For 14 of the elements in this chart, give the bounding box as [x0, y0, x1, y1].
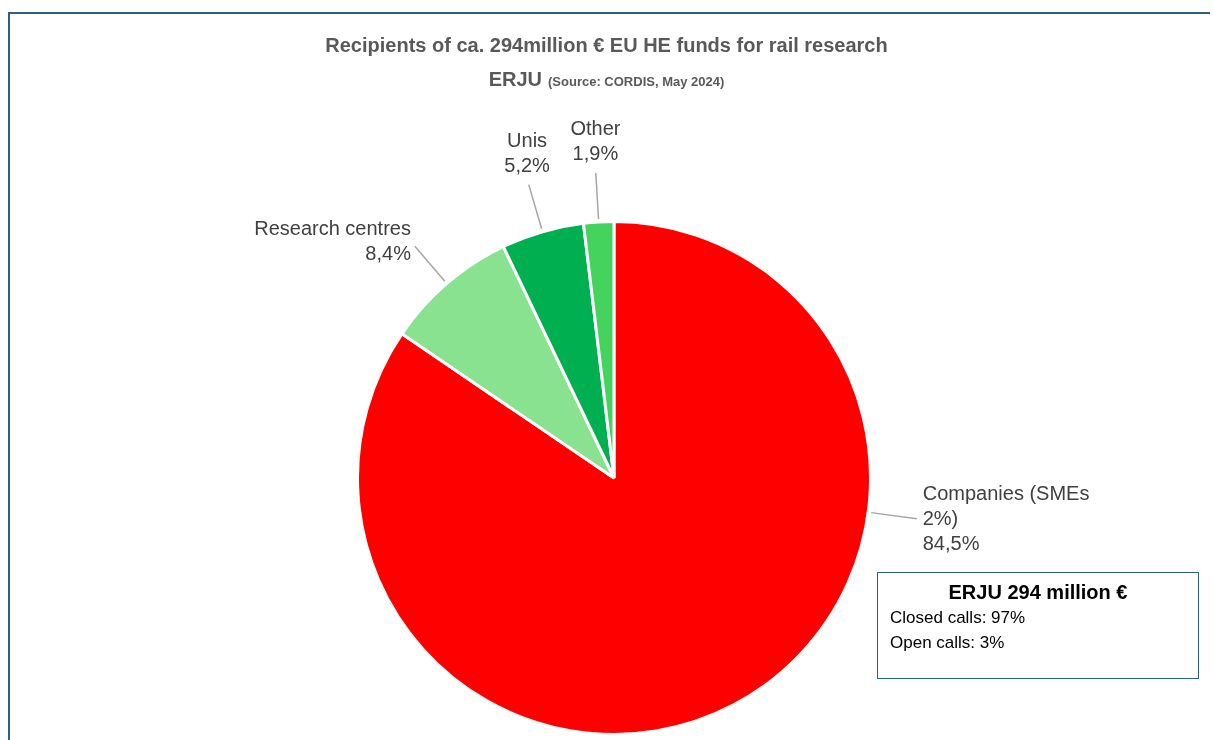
chart-subtitle: ERJU	[488, 68, 543, 90]
slice-label: Research centres	[254, 216, 411, 239]
text: Open calls: 3%	[890, 633, 1006, 653]
data-label: 1,9%	[572, 142, 619, 165]
data-label: 8,4%	[365, 241, 412, 264]
data-label: 84,5%	[922, 532, 980, 555]
slice-label: Other	[570, 117, 621, 140]
chart-title: Recipients of ca. 294million € EU HE funds for rail research	[324, 34, 889, 57]
slice-label: Unis	[507, 128, 548, 151]
text: Closed calls: 97%	[890, 608, 1027, 628]
slice-label: Companies (SMEs 2%)	[922, 482, 1090, 530]
text: ERJU 294 million €	[947, 581, 1129, 604]
data-label: 5,2%	[504, 153, 551, 176]
text: (Source: CORDIS, May 2024)	[548, 74, 725, 89]
